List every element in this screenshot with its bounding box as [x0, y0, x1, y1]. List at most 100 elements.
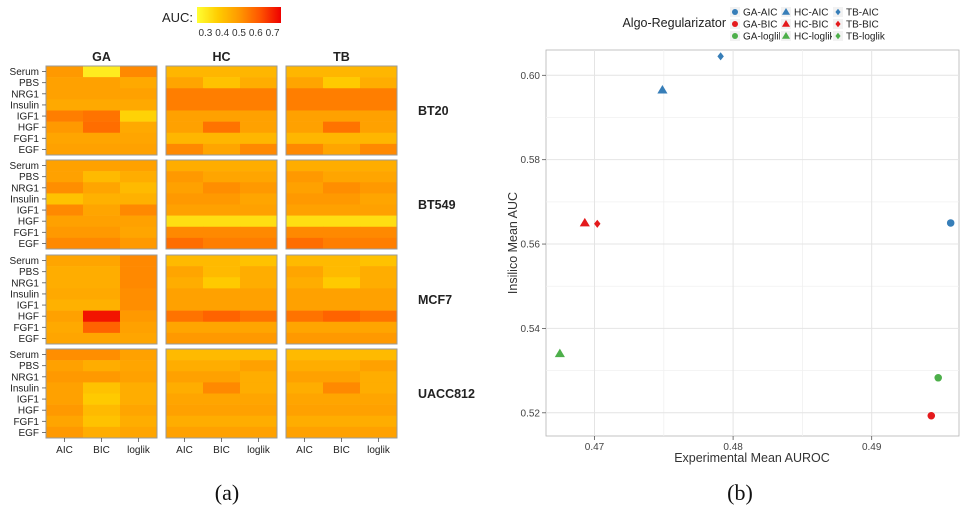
heatmap-legend-colorbar	[197, 7, 281, 23]
heatmap-cell	[240, 415, 278, 428]
heatmap-y-tick-label: FGF1	[13, 134, 39, 145]
heatmap-cell	[360, 299, 398, 311]
heatmap-cell	[240, 382, 278, 394]
heatmap-cell	[240, 349, 278, 361]
heatmap-y-tick-label: EGF	[18, 334, 39, 345]
heatmap-cell	[240, 360, 278, 372]
heatmap-x-tick-label: AIC	[176, 445, 193, 456]
heatmap-cell	[46, 171, 84, 183]
heatmap-cell	[360, 193, 398, 205]
heatmap-cell	[323, 132, 361, 145]
heatmap-y-tick-label: NRG1	[11, 183, 39, 194]
heatmap-legend-title: AUC:	[162, 10, 193, 25]
legend-tick-label: 0.4	[215, 28, 229, 39]
heatmap-cell	[286, 360, 324, 372]
heatmap-x-tick-label: BIC	[333, 445, 350, 456]
heatmap-cell	[286, 160, 324, 172]
heatmap-cell	[360, 371, 398, 383]
heatmap-y-tick-label: Insulin	[10, 100, 39, 111]
legend-marker	[835, 32, 841, 40]
legend-entry-label: HC-loglik	[794, 32, 836, 43]
heatmap-cell	[360, 182, 398, 194]
heatmap-cell	[83, 321, 121, 334]
heatmap-cell	[286, 88, 324, 100]
heatmap-cell	[166, 360, 204, 372]
heatmap-cell	[286, 382, 324, 394]
heatmap-cell	[286, 332, 324, 345]
heatmap-cell	[240, 171, 278, 183]
heatmap-cell	[203, 426, 241, 439]
heatmap-cell	[286, 288, 324, 300]
heatmap-cell	[323, 182, 361, 194]
heatmap-cell	[46, 143, 84, 156]
heatmap-cell	[83, 237, 121, 250]
heatmap-cell	[360, 266, 398, 278]
heatmap-cell	[240, 332, 278, 345]
legend-tick-label: 0.5	[232, 28, 246, 39]
scatter-point	[594, 219, 601, 228]
heatmap-y-tick-label: EGF	[18, 428, 39, 439]
scatter-gridlines	[546, 50, 959, 436]
facet-column-label: GA	[92, 50, 111, 64]
heatmap-cell	[83, 288, 121, 300]
legend-marker	[781, 31, 791, 39]
heatmap-cell	[83, 255, 121, 267]
heatmap-cell	[240, 204, 278, 216]
heatmap-cell	[323, 171, 361, 183]
heatmap-cell	[240, 77, 278, 89]
heatmap-cell	[240, 310, 278, 323]
heatmap-cell	[166, 310, 204, 323]
heatmap-y-tick-label: Serum	[10, 350, 39, 361]
heatmap-cell	[120, 288, 158, 300]
heatmap-cell	[203, 193, 241, 205]
legend-tick-label: 0.3	[198, 28, 212, 39]
heatmap-y-tick-label: IGF1	[17, 301, 40, 312]
heatmap-cell	[323, 321, 361, 334]
heatmap-x-tick-label: loglik	[127, 445, 151, 456]
heatmap-y-tick-label: FGF1	[13, 323, 39, 334]
legend-entry-label: TB-AIC	[846, 8, 879, 19]
heatmap-cell	[166, 226, 204, 239]
heatmap-y-tick-label: HGF	[18, 217, 39, 228]
heatmap-cell	[120, 132, 158, 145]
heatmap-cell	[120, 371, 158, 383]
heatmap-cell	[360, 88, 398, 100]
scatter-plot-area	[545, 49, 960, 437]
heatmap-cell	[120, 360, 158, 372]
heatmap-cell	[166, 160, 204, 172]
heatmap-cell	[323, 382, 361, 394]
legend-marker	[835, 20, 841, 28]
heatmap-cell	[286, 132, 324, 145]
heatmap-cell	[323, 66, 361, 78]
panel-a-label: (a)	[215, 480, 239, 505]
heatmap-y-tick-label: PBS	[19, 78, 39, 89]
heatmap-cell	[203, 204, 241, 216]
legend-marker	[781, 7, 791, 15]
heatmap-x-tick-label: BIC	[93, 445, 110, 456]
heatmap-cell	[166, 299, 204, 311]
heatmap-cell	[360, 132, 398, 145]
heatmap-cell	[83, 182, 121, 194]
heatmap-cell	[83, 310, 121, 323]
heatmap-cell	[240, 321, 278, 334]
heatmap-cell	[240, 193, 278, 205]
heatmap-cell	[166, 193, 204, 205]
heatmap-cell	[323, 288, 361, 300]
heatmap-y-tick-label: NRG1	[11, 278, 39, 289]
heatmap-cell	[323, 121, 361, 134]
heatmap-y-tick-label: PBS	[19, 267, 39, 278]
heatmap-cell	[286, 266, 324, 278]
scatter-x-tick-label: 0.49	[862, 442, 882, 453]
heatmap-cell	[360, 66, 398, 78]
facet-panel-border	[45, 159, 158, 250]
legend-entry-label: HC-BIC	[794, 20, 828, 31]
facet-panel-border	[165, 65, 278, 156]
heatmap-cell	[286, 255, 324, 267]
heatmap-cell	[360, 255, 398, 267]
heatmap-cell	[203, 88, 241, 100]
scatter-y-tick-label: 0.52	[521, 408, 541, 419]
heatmap-cell	[120, 393, 158, 405]
facet-panel-border	[285, 159, 398, 250]
heatmap-cell	[286, 426, 324, 439]
heatmap-cell	[240, 404, 278, 417]
